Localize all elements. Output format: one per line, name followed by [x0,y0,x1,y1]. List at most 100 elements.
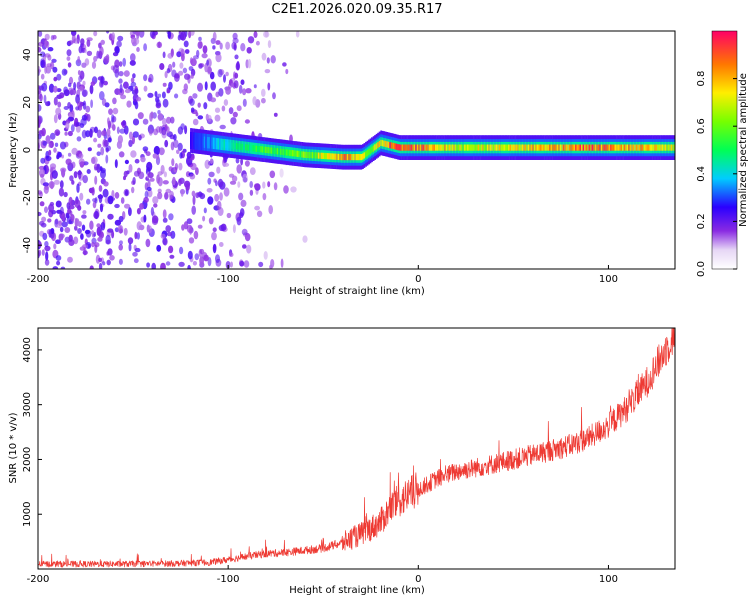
spectrogram-noise-cell [71,31,77,36]
spectrogram-signal-cell [492,144,495,151]
spectrogram-signal-cell [457,144,460,151]
spectrogram-noise-cell [162,129,166,136]
spectrogram-signal-cell [585,144,588,151]
spectrogram-y-tick-label: 20 [22,96,33,109]
spectrogram-signal-cell [355,154,358,161]
spectrogram-noise-cell [118,244,123,251]
spectrogram-noise-cell [214,114,221,122]
spectrogram-noise-cell [162,217,168,223]
spectrogram-noise-cell [194,253,200,261]
spectrogram-signal-cell [520,144,522,151]
spectrogram-noise-cell [86,39,91,47]
spectrogram-noise-cell [112,107,119,115]
spectrogram-noise-cell [148,73,154,83]
spectrogram-signal-cell [252,145,255,152]
spectrogram-signal-cell [296,150,299,157]
spectrogram-signal-cell [307,151,310,159]
spectrogram-noise-cell [130,53,136,62]
spectrogram-signal-cell [226,142,229,149]
spectrogram-signal-cell [301,151,303,158]
spectrogram-noise-cell [71,180,75,185]
spectrogram-signal-cell [556,144,559,151]
spectrogram-noise-cell [123,188,130,197]
spectrogram-noise-cell [60,266,66,269]
spectrogram-noise-cell [267,82,271,91]
spectrogram-signal-cell [488,144,491,151]
spectrogram-signal-cell [448,144,451,151]
spectrogram-noise-cell [246,244,252,254]
spectrogram-noise-cell [53,147,57,153]
spectrogram-noise-cell [157,112,164,122]
spectrogram-noise-cell [118,258,123,265]
spectrogram-noise-cell [263,251,268,260]
spectrogram-noise-cell [111,114,115,123]
spectrogram-signal-cell [222,141,224,148]
spectrogram-noise-cell [66,49,72,57]
spectrogram-noise-cell [108,137,112,143]
spectrogram-noise-cell [53,114,58,124]
snr-x-label: Height of straight line (km) [289,585,425,596]
spectrogram-noise-cell [203,207,207,214]
spectrogram-noise-cell [166,89,171,94]
spectrogram-noise-cell [219,242,224,247]
spectrogram-signal-cell [632,144,635,151]
spectrogram-noise-cell [94,166,98,171]
spectrogram-noise-cell [188,66,194,71]
spectrogram-noise-cell [63,89,70,97]
spectrogram-noise-cell [240,79,245,85]
spectrogram-signal-cell [608,144,611,151]
spectrogram-noise-cell [238,192,244,201]
spectrogram-y-tick-label: 0 [22,147,33,153]
spectrogram-noise-cell [94,126,98,134]
spectrogram-signal-cell [386,141,389,148]
spectrogram-noise-cell [190,107,195,113]
colorbar-tick-label: 0.4 [696,166,707,182]
spectrogram-noise-cell [136,221,142,231]
spectrogram-noise-cell [123,70,130,77]
spectrogram-noise-cell [134,101,139,110]
colorbar-ticks: 0.0 0.2 0.4 0.6 0.8 [696,71,737,277]
spectrogram-signal-cell [216,140,218,147]
spectrogram-noise-cell [68,234,73,242]
spectrogram-noise-cell [38,119,41,128]
spectrogram-noise-cell [232,111,238,118]
spectrogram-noise-cell [126,100,132,108]
spectrogram-signal-cell [206,139,209,146]
spectrogram-signal-cell [237,143,240,150]
spectrogram-signal-cell [584,144,586,151]
spectrogram-noise-cell [198,36,202,42]
spectrogram-signal-cell [652,144,655,151]
spectrogram-noise-cell [91,241,95,248]
spectrogram-signal-cell [470,144,472,151]
spectrogram-signal-cell [555,144,557,151]
spectrogram-signal-cell [660,144,662,151]
spectrogram-noise-cell [98,193,103,204]
spectrogram-noise-cell [66,202,71,210]
spectrogram-noise-cell [167,31,172,39]
spectrogram-noise-cell [174,163,179,171]
spectrogram-signal-cell [270,147,273,154]
spectrogram-noise-cell [100,39,105,45]
spectrogram-signal-cell [418,144,421,151]
spectrogram-noise-cell [176,149,180,155]
spectrogram-signal-cell [328,153,331,160]
spectrogram-noise-cell [184,49,190,54]
spectrogram-noise-cell [38,211,42,217]
spectrogram-signal-cell [209,139,212,147]
spectrogram-signal-cell [497,144,500,151]
snr-x-tick-label: 0 [415,574,421,585]
spectrogram-noise-cell [130,77,135,83]
spectrogram-signal-cell [325,153,328,160]
spectrogram-noise-cell [214,193,220,202]
spectrogram-noise-cell [143,43,148,52]
spectrogram-noise-cell [53,179,60,185]
spectrogram-noise-cell [240,43,246,52]
spectrogram-noise-cell [122,57,126,67]
spectrogram-signal-cell [459,144,462,151]
spectrogram-signal-cell [521,144,524,151]
spectrogram-noise-cell [136,232,140,240]
spectrogram-noise-cell [80,233,84,240]
spectrogram-noise-cell [89,128,93,138]
spectrogram-noise-cell [40,157,46,164]
spectrogram-noise-cell [96,163,101,173]
